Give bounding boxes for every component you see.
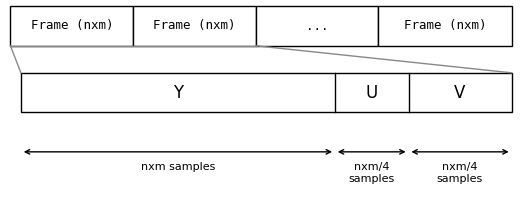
Bar xyxy=(21,73,512,112)
Bar xyxy=(378,6,512,46)
Text: nxm/4
samples: nxm/4 samples xyxy=(437,162,483,184)
Bar xyxy=(10,6,133,46)
Text: Frame (nxm): Frame (nxm) xyxy=(404,20,487,32)
Text: Frame (nxm): Frame (nxm) xyxy=(30,20,113,32)
Text: Y: Y xyxy=(173,84,183,102)
Text: nxm samples: nxm samples xyxy=(141,162,215,172)
Text: U: U xyxy=(365,84,378,102)
Text: V: V xyxy=(454,84,466,102)
Bar xyxy=(133,6,256,46)
Text: nxm/4
samples: nxm/4 samples xyxy=(349,162,395,184)
Bar xyxy=(256,6,378,46)
Text: ...: ... xyxy=(306,20,328,32)
Text: Frame (nxm): Frame (nxm) xyxy=(153,20,236,32)
